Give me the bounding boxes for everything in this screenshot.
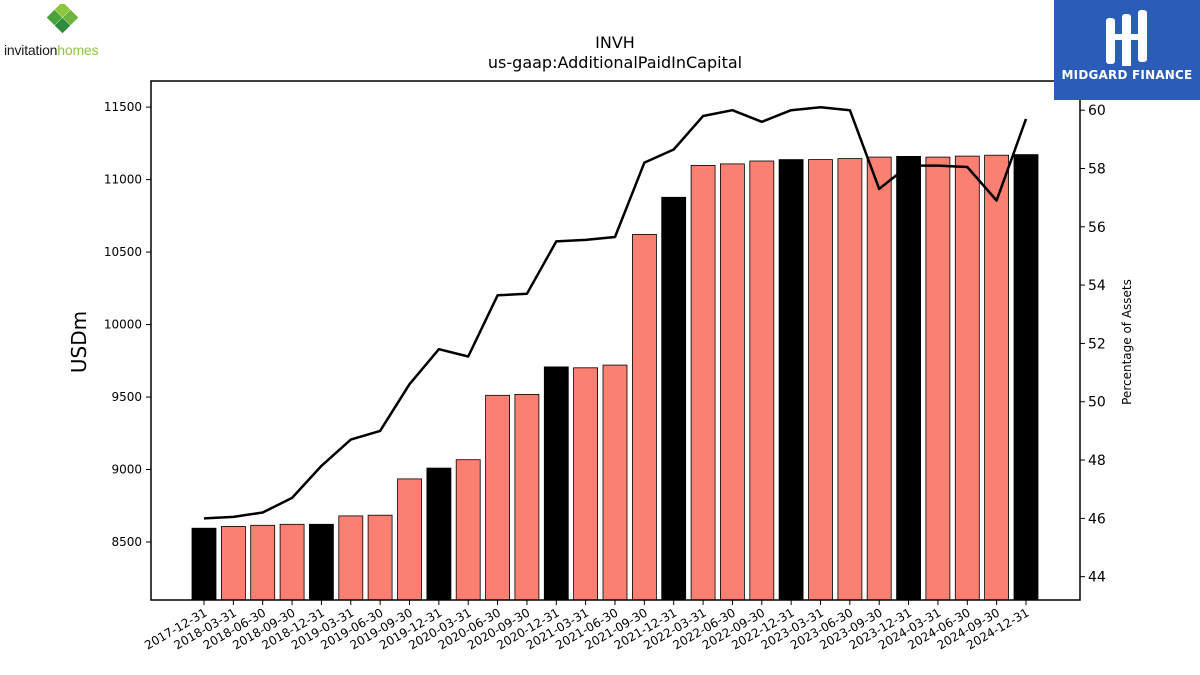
bar-2017-12-31	[191, 527, 217, 601]
bar-2024-06-30	[954, 155, 980, 601]
bar-2024-03-31	[925, 156, 951, 601]
invitation-homes-logo: invitationhomes	[4, 4, 134, 62]
y2-tick-label: 60	[1088, 103, 1106, 119]
bar-2023-12-31	[896, 155, 921, 601]
wordmark-part1: invitation	[4, 42, 58, 58]
y-right-axis: 44 46 48 50 52 54 56 58 60	[1080, 103, 1106, 586]
bar-2023-03-31	[808, 159, 833, 601]
y-tick-label: 9500	[111, 390, 142, 404]
bar-2018-09-30	[279, 523, 305, 601]
bar-2022-03-31	[690, 164, 716, 601]
y-tick-label: 8500	[111, 535, 142, 549]
bar-2023-09-30	[866, 156, 892, 601]
chart-subtitle: us-gaap:AdditionalPaidInCapital	[488, 53, 742, 72]
bar-2020-06-30	[485, 394, 511, 601]
y2-tick-label: 44	[1088, 570, 1106, 586]
y-left-axis: 8500 9000 9500 10000 10500 11000 11500	[104, 100, 151, 549]
bar-2018-03-31	[220, 526, 246, 601]
bar-2020-09-30	[514, 393, 540, 601]
y-tick-label: 11500	[104, 100, 142, 114]
y2-tick-label: 46	[1088, 511, 1106, 527]
wordmark-part2: homes	[57, 42, 99, 58]
y2-tick-label: 48	[1088, 453, 1106, 469]
bar-2022-12-31	[778, 159, 804, 601]
bar-2020-03-31	[455, 459, 481, 601]
midgard-finance-logo: MIDGARD FINANCE	[1054, 0, 1200, 100]
bar-2024-09-30	[984, 154, 1009, 601]
bar-2021-06-30	[602, 364, 628, 601]
y2-tick-label: 58	[1088, 161, 1106, 177]
y2-tick-label: 52	[1088, 336, 1106, 352]
y-axis-label: USDm	[67, 311, 91, 373]
chart-title: INVH	[595, 33, 635, 52]
bar-2019-03-31	[338, 515, 364, 601]
y-tick-label: 10500	[104, 245, 142, 259]
line-group	[203, 105, 1028, 520]
y2-tick-label: 54	[1088, 278, 1106, 294]
y-tick-label: 11000	[104, 173, 142, 187]
invitation-homes-wordmark: invitationhomes	[4, 42, 98, 58]
bar-2021-03-31	[573, 367, 598, 601]
diamond-logo-icon	[46, 4, 79, 34]
x-axis: 2017-12-312018-03-312018-06-302018-09-30…	[142, 600, 1032, 652]
bar-2021-12-31	[661, 196, 687, 601]
bar-2022-06-30	[720, 163, 745, 601]
bar-2022-09-30	[749, 160, 775, 601]
y2-tick-label: 56	[1088, 220, 1106, 236]
y2-axis-label: Percentage of Assets	[1120, 279, 1134, 405]
midgard-emblem-icon	[1106, 10, 1147, 66]
bars-group	[191, 154, 1039, 601]
bar-2018-06-30	[250, 524, 276, 601]
bar-2024-12-31	[1013, 154, 1039, 601]
midgard-brand-text: MIDGARD FINANCE	[1061, 68, 1193, 82]
bar-2020-12-31	[543, 366, 569, 601]
bar-2019-09-30	[397, 478, 422, 601]
bar-2018-12-31	[308, 523, 334, 601]
percentage-of-assets-line	[203, 105, 1028, 520]
bar-2021-09-30	[632, 233, 657, 601]
y-tick-label: 10000	[104, 318, 142, 332]
bar-2019-06-30	[367, 514, 393, 601]
bar-2019-12-31	[426, 467, 452, 601]
bar-2023-06-30	[837, 158, 863, 601]
y-tick-label: 9000	[111, 463, 142, 477]
y2-tick-label: 50	[1088, 395, 1106, 411]
